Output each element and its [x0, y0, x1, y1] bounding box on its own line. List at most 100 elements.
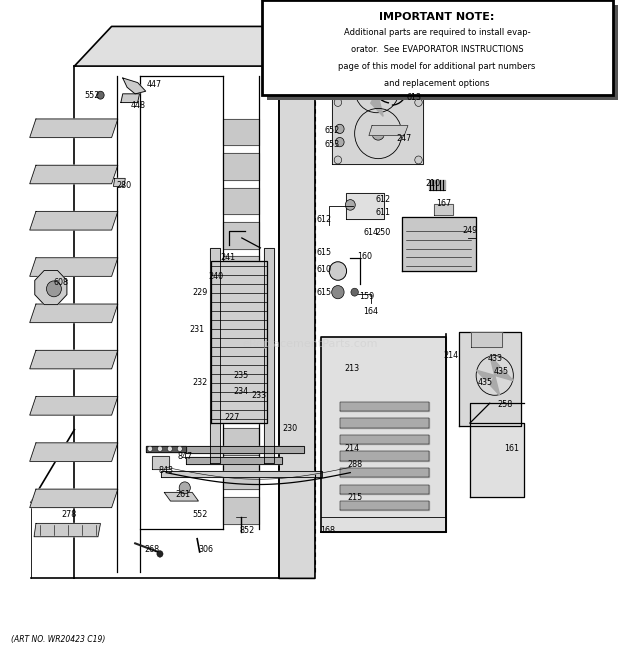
Text: (ART NO. WR20423 C19): (ART NO. WR20423 C19): [11, 635, 105, 644]
Circle shape: [345, 200, 355, 210]
Polygon shape: [30, 350, 118, 369]
Polygon shape: [495, 370, 513, 381]
Polygon shape: [113, 178, 125, 186]
Polygon shape: [476, 370, 495, 381]
Circle shape: [46, 281, 61, 297]
Polygon shape: [223, 222, 259, 249]
Text: eReplacementParts.com: eReplacementParts.com: [242, 338, 378, 349]
Polygon shape: [490, 375, 500, 395]
Text: 652: 652: [324, 126, 339, 136]
Text: 843: 843: [159, 466, 174, 475]
Text: 610: 610: [316, 265, 331, 274]
Circle shape: [177, 446, 182, 451]
Circle shape: [334, 98, 342, 106]
Text: 234: 234: [233, 387, 248, 396]
Text: 852: 852: [239, 525, 254, 535]
Polygon shape: [377, 85, 401, 98]
Polygon shape: [471, 332, 502, 347]
Text: 159: 159: [360, 292, 374, 301]
Polygon shape: [369, 126, 408, 136]
Text: 552: 552: [192, 510, 207, 519]
Polygon shape: [30, 397, 118, 415]
Circle shape: [167, 446, 172, 451]
Text: 249: 249: [463, 225, 477, 235]
Polygon shape: [223, 428, 259, 455]
Polygon shape: [340, 451, 429, 461]
Text: 278: 278: [62, 510, 77, 519]
Text: 280: 280: [117, 180, 131, 190]
Text: 608: 608: [53, 278, 68, 288]
Polygon shape: [152, 456, 169, 469]
Text: 552: 552: [84, 91, 99, 100]
Text: 213: 213: [345, 364, 360, 373]
Polygon shape: [353, 85, 377, 98]
Polygon shape: [223, 463, 259, 489]
Text: 227: 227: [225, 413, 240, 422]
Polygon shape: [223, 360, 259, 386]
Polygon shape: [332, 98, 423, 164]
Polygon shape: [459, 332, 521, 426]
Polygon shape: [186, 457, 282, 464]
Polygon shape: [340, 485, 429, 494]
Polygon shape: [35, 270, 67, 305]
Polygon shape: [30, 304, 118, 323]
Polygon shape: [30, 165, 118, 184]
Polygon shape: [223, 394, 259, 420]
Text: 261: 261: [175, 490, 190, 499]
Text: 288: 288: [347, 459, 362, 469]
Text: IMPORTANT NOTE:: IMPORTANT NOTE:: [379, 12, 495, 22]
Text: 306: 306: [198, 545, 213, 555]
Polygon shape: [30, 119, 118, 137]
Text: 250: 250: [376, 228, 391, 237]
Text: 615: 615: [316, 248, 331, 257]
Text: 233: 233: [252, 391, 267, 400]
Text: 611: 611: [376, 208, 391, 217]
Polygon shape: [34, 524, 100, 537]
Polygon shape: [371, 66, 383, 91]
Text: 168: 168: [320, 525, 335, 535]
Text: 258: 258: [498, 400, 513, 409]
Text: 214: 214: [444, 351, 459, 360]
Text: 247: 247: [397, 134, 412, 143]
Circle shape: [97, 91, 104, 99]
Circle shape: [179, 482, 190, 494]
Polygon shape: [434, 204, 453, 215]
Polygon shape: [279, 26, 315, 578]
Text: 614: 614: [363, 228, 378, 237]
Text: 612: 612: [376, 195, 391, 204]
Text: 230: 230: [283, 424, 298, 433]
Circle shape: [157, 446, 162, 451]
Text: 214: 214: [345, 444, 360, 453]
Circle shape: [415, 156, 422, 164]
Polygon shape: [346, 193, 384, 219]
Text: 847: 847: [177, 451, 192, 461]
Text: 448: 448: [130, 101, 145, 110]
Polygon shape: [223, 291, 259, 317]
Text: 167: 167: [436, 199, 451, 208]
Text: 268: 268: [144, 545, 159, 555]
Text: 235: 235: [233, 371, 248, 380]
Polygon shape: [223, 256, 259, 283]
Bar: [262, 0, 613, 95]
Text: page of this model for additional part numbers: page of this model for additional part n…: [339, 62, 536, 71]
Text: 241: 241: [221, 253, 236, 262]
Polygon shape: [30, 489, 118, 508]
Polygon shape: [321, 337, 446, 532]
Text: 229: 229: [192, 288, 207, 297]
Polygon shape: [264, 248, 274, 463]
Text: 231: 231: [190, 325, 205, 334]
Text: 215: 215: [347, 492, 362, 502]
Text: 613: 613: [407, 93, 422, 102]
Circle shape: [415, 98, 422, 106]
Text: 615: 615: [316, 288, 331, 297]
Circle shape: [335, 124, 344, 134]
Polygon shape: [490, 356, 500, 375]
Polygon shape: [30, 443, 118, 461]
Polygon shape: [123, 78, 146, 94]
Polygon shape: [74, 26, 315, 66]
Polygon shape: [223, 325, 259, 352]
Polygon shape: [30, 258, 118, 276]
Text: 433: 433: [487, 354, 502, 363]
Text: 612: 612: [316, 215, 331, 224]
Text: 160: 160: [357, 252, 372, 261]
